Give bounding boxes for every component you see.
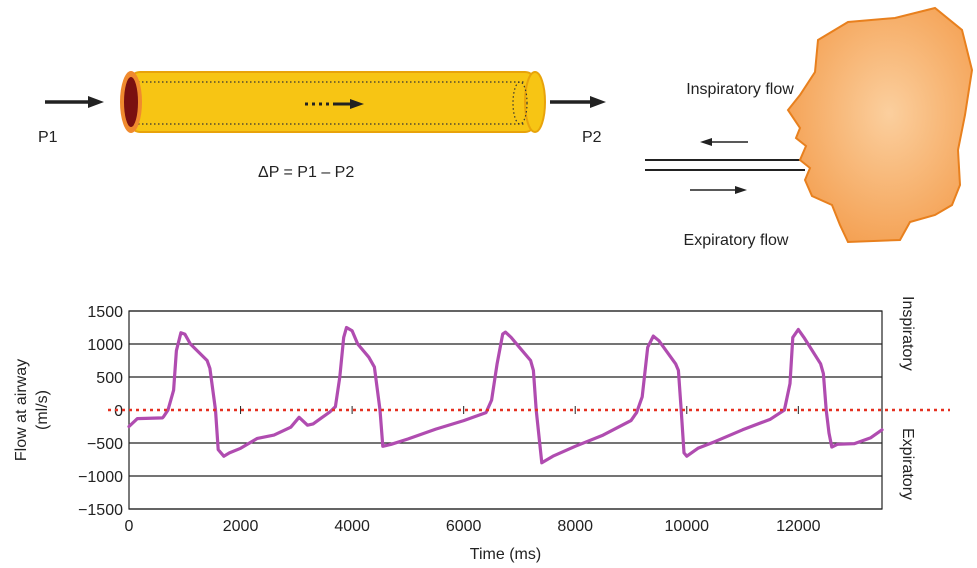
y-tick-label: 0 [114,403,123,420]
inspiratory-flow-label: Inspiratory flow [686,81,794,98]
p1-arrow [45,96,104,108]
y-tick-label: −500 [87,436,123,453]
tube [120,71,546,133]
right-label-inspiratory: Inspiratory [899,296,916,371]
expiratory-flow-label: Expiratory flow [683,232,789,249]
y-tick-label: 1500 [87,304,123,321]
x-tick-label: 6000 [446,518,482,535]
plot-frame [128,310,883,510]
head-silhouette [786,6,974,244]
p1-label: P1 [38,129,58,146]
x-tick-label: 2000 [223,518,259,535]
x-tick-label: 4000 [334,518,370,535]
right-label-expiratory: Expiratory [899,428,916,500]
flow-series-line [127,325,884,465]
y-tick-label: −1000 [78,469,123,486]
y-tick-label: 1000 [87,337,123,354]
x-tick-label: 8000 [557,518,593,535]
expiratory-flow-arrow [690,186,747,194]
mouthpiece [645,159,805,171]
x-tick-label: 0 [125,518,134,535]
tube-flow-arrow [305,99,364,109]
y-axis-label: Flow at airway (ml/s) [13,359,51,461]
inspiratory-flow-arrow [700,138,748,146]
x-tick-label: 12000 [776,518,821,535]
pressure-difference-equation: ΔP = P1 – P2 [258,164,355,181]
y-tick-label: −1500 [78,502,123,519]
x-tick-label: 10000 [665,518,710,535]
p2-label: P2 [582,129,602,146]
airflow-diagram [45,6,974,244]
p2-arrow [550,96,606,108]
y-tick-label: 500 [96,370,123,387]
x-axis-label: Time (ms) [470,546,541,563]
